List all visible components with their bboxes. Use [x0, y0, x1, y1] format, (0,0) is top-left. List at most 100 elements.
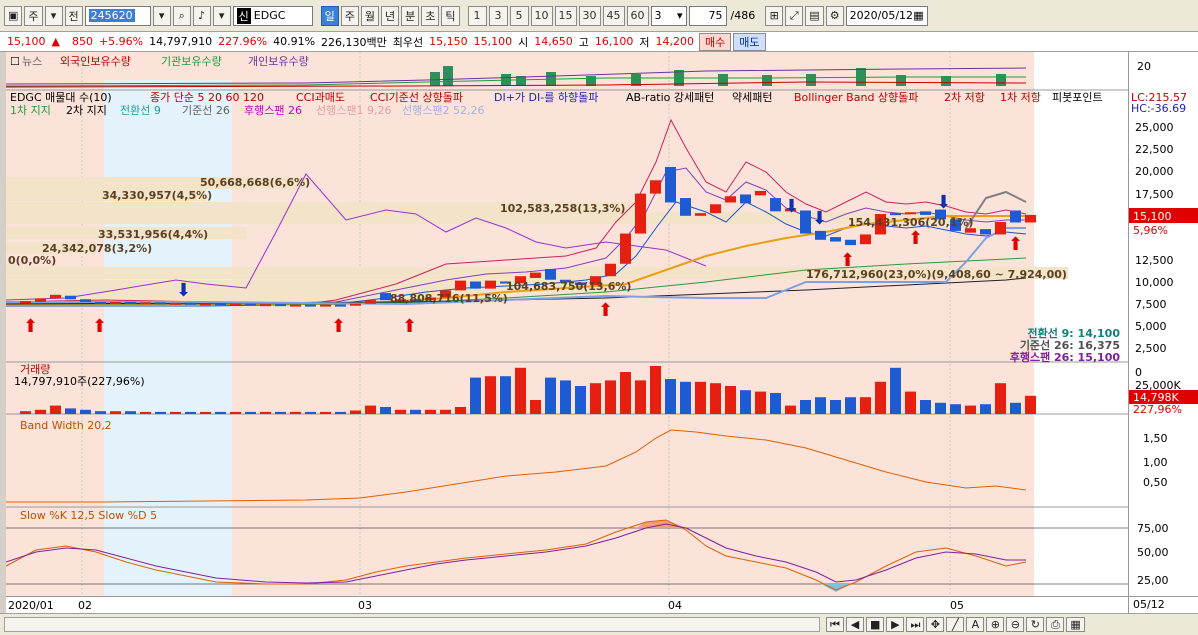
name-field[interactable]: 신 EDGC — [232, 5, 313, 26]
candle — [800, 210, 811, 234]
gear-icon[interactable]: ⚙ — [825, 5, 844, 26]
period-week[interactable]: 주 — [340, 5, 359, 26]
grid-icon[interactable]: ▦ — [1066, 617, 1085, 632]
chart-scroll-bar[interactable]: ⏮ ◀ ■ ▶ ⏭ ✥ ╱ A ⊕ ⊖ ↻ ⎙ ▦ — [0, 613, 1198, 635]
candle — [980, 229, 991, 235]
period-year[interactable]: 년 — [381, 5, 400, 26]
y-axis-svg: 20 LC:215.57 HC:-36.69 25,000 22,500 20,… — [1129, 60, 1198, 587]
minute-step-60[interactable]: 60 — [626, 5, 649, 26]
volume-bar — [80, 409, 91, 414]
hc-label: HC:-36.69 — [1131, 102, 1186, 115]
period-second[interactable]: 초 — [421, 5, 440, 26]
print-icon[interactable]: ⎙ — [1046, 617, 1065, 632]
candle — [125, 301, 136, 304]
volume-bar — [905, 391, 916, 414]
chart-canvas: ☐ 뉴스 외국인보유수량 기관보유수량 개인보유수량 EDGC 매물대 수(10… — [5, 52, 1128, 596]
flow-legend: ☐ 뉴스 외국인보유수량 기관보유수량 개인보유수량 — [10, 55, 309, 68]
signal-cci-cross: CCI기준선 상향돌파 — [370, 91, 463, 104]
chevron-down-icon[interactable]: ▾ — [44, 5, 63, 26]
candle — [920, 211, 931, 215]
cursor-icon[interactable]: ✥ — [926, 617, 945, 632]
stop-icon[interactable]: ■ — [866, 617, 885, 632]
price-tick: 17,500 — [1135, 188, 1174, 201]
volume-bar — [185, 411, 196, 414]
kind-select[interactable]: 주 — [24, 5, 43, 26]
date-input[interactable]: 2020/05/12 ▦ — [845, 5, 928, 26]
sell-button[interactable]: 매도 — [733, 32, 766, 51]
high-value: 16,100 — [594, 35, 634, 48]
best-ask-label: 최우선 — [392, 35, 424, 49]
buy-arrow-icon: ⬆ — [908, 228, 923, 249]
trend-line-icon[interactable]: ╱ — [946, 617, 965, 632]
count-total: /486 — [730, 9, 756, 22]
sell-arrow-icon: ⬇ — [812, 208, 827, 229]
volume-bar — [335, 411, 346, 414]
future-area — [1034, 52, 1128, 596]
minute-step-3[interactable]: 3 — [488, 5, 508, 26]
flow-legend-personal: 개인보유수량 — [248, 55, 309, 68]
current-volume-tag — [1129, 390, 1198, 404]
prev-icon[interactable]: ◀ — [846, 617, 864, 632]
minute-step-15[interactable]: 15 — [554, 5, 577, 26]
period-day[interactable]: 일 — [320, 5, 339, 26]
period-minute[interactable]: 분 — [401, 5, 420, 26]
volume-bar — [65, 408, 76, 414]
candle — [560, 279, 571, 283]
volume-title: 거래량 — [20, 363, 50, 376]
profile-label: 176,712,960(23,0%)(9,408,60 ~ 7,924,00) — [806, 268, 1067, 281]
volume-bar — [215, 411, 226, 414]
volume-bar — [935, 402, 946, 414]
zoom-out-icon[interactable]: ⊖ — [1006, 617, 1025, 632]
all-button[interactable]: 전 — [64, 5, 83, 26]
minute-step-1[interactable]: 1 — [467, 5, 487, 26]
flow-panel — [5, 66, 1027, 88]
calendar-icon: ▦ — [913, 9, 924, 22]
open-label: 시 — [518, 35, 529, 49]
first-icon[interactable]: ⏮ — [826, 617, 844, 632]
chevron-down-icon: ▾ — [677, 9, 683, 22]
zoom-icon[interactable]: ⤢ — [785, 5, 804, 26]
zoom-in-icon[interactable]: ⊕ — [986, 617, 1005, 632]
chart-plot-area[interactable]: ☐ 뉴스 외국인보유수량 기관보유수량 개인보유수량 EDGC 매물대 수(10… — [5, 52, 1128, 596]
candle — [170, 302, 181, 305]
scroll-track[interactable] — [4, 617, 820, 632]
chart-window-icon[interactable]: ▣ — [4, 5, 23, 26]
period-month[interactable]: 월 — [360, 5, 380, 26]
profile-label: 50,668,668(6,6%) — [200, 176, 310, 189]
period-tick[interactable]: 틱 — [441, 5, 460, 26]
profile-band — [6, 189, 206, 201]
flow-line-personal — [5, 67, 1027, 85]
minute-step-30[interactable]: 30 — [578, 5, 601, 26]
save-icon[interactable]: ▤ — [805, 5, 824, 26]
code-input[interactable]: 245620 — [84, 5, 151, 26]
volume-bar — [1025, 395, 1036, 414]
minute-step-45[interactable]: 45 — [602, 5, 625, 26]
signal-s1: 1차 지지 — [10, 104, 51, 117]
minute-step-5[interactable]: 5 — [509, 5, 529, 26]
refresh-icon[interactable]: ↻ — [1026, 617, 1045, 632]
step-select[interactable]: 3 ▾ — [650, 5, 687, 26]
search-icon[interactable]: ⌕ — [172, 5, 191, 26]
count-input[interactable]: 75 — [688, 5, 727, 26]
minute-step-10[interactable]: 10 — [530, 5, 553, 26]
speaker-dropdown-icon[interactable]: ▾ — [212, 5, 231, 26]
speaker-icon[interactable]: ♪ — [192, 5, 211, 26]
best-bid-value: 15,100 — [473, 35, 513, 48]
link-icon[interactable]: ⊞ — [765, 5, 784, 26]
next-icon[interactable]: ▶ — [886, 617, 905, 632]
candle — [410, 299, 421, 302]
candle — [740, 194, 751, 204]
last-icon[interactable]: ⏭ — [906, 617, 925, 632]
price-change-pct: +5.96% — [98, 35, 144, 48]
candle — [395, 299, 406, 302]
volume-bar — [680, 381, 691, 414]
candle — [590, 276, 601, 286]
current-price-tag-text: 15,100 — [1133, 210, 1172, 223]
buy-button[interactable]: 매수 — [699, 32, 732, 51]
candle — [320, 304, 331, 307]
text-icon[interactable]: A — [966, 617, 985, 632]
code-dropdown-icon[interactable]: ▾ — [152, 5, 171, 26]
flow-bar — [516, 76, 526, 86]
candle — [890, 213, 901, 216]
candle — [305, 304, 316, 307]
